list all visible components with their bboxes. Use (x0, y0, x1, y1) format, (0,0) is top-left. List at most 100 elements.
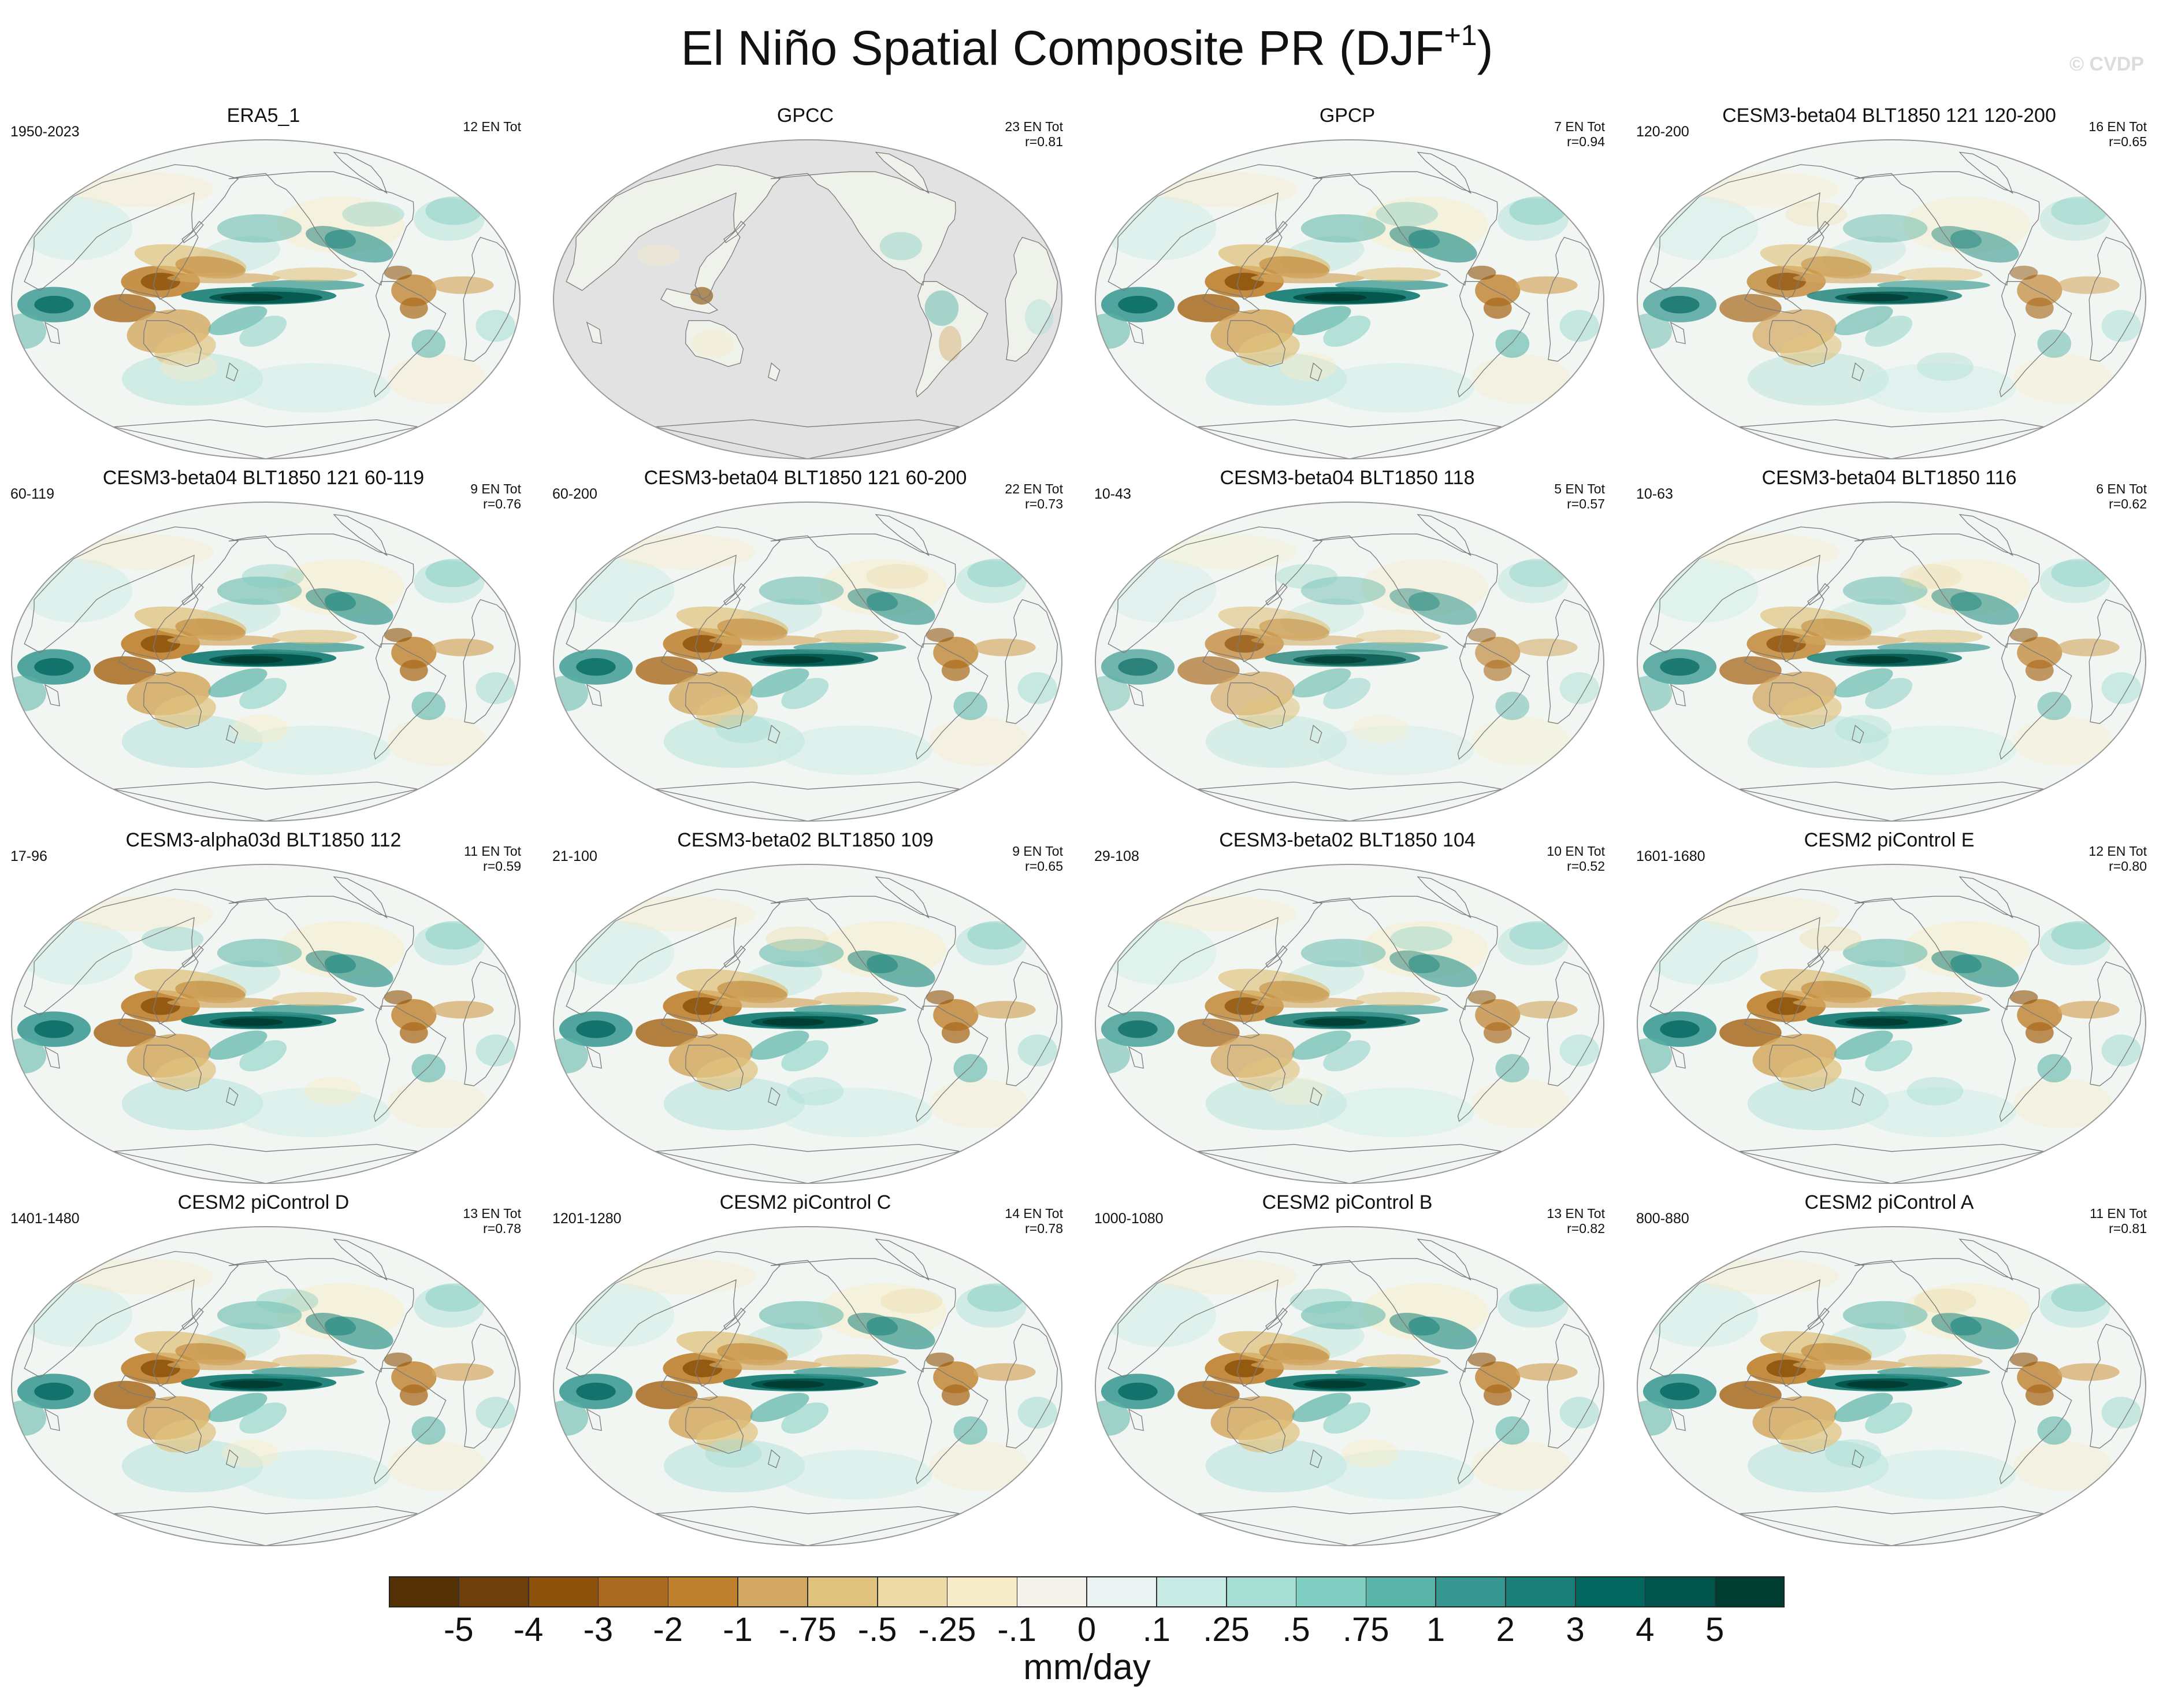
colorbar-tick-label: -4 (513, 1611, 544, 1648)
precip-anomaly (2025, 659, 2054, 681)
precip-anomaly (1931, 950, 1982, 974)
coastline-greenland (1959, 876, 2013, 919)
precip-anomaly (1846, 1380, 1909, 1388)
precip-anomaly (1270, 1077, 1327, 1105)
precip-anomaly (561, 559, 675, 623)
precip-anomaly (425, 559, 482, 588)
coastline-maritime-continent (660, 1012, 719, 1039)
panel-correlation: r=0.59 (483, 859, 521, 874)
precip-anomaly (1356, 629, 1441, 644)
precip-anomaly (387, 716, 487, 766)
coastline-new-zealand (226, 725, 239, 744)
colorbar-tick-label: 0 (1077, 1611, 1097, 1648)
precip-anomaly (750, 1393, 809, 1423)
robinson-map (1637, 1226, 2146, 1546)
precip-anomaly (220, 294, 283, 302)
precip-anomaly (1467, 990, 1496, 1005)
coastline-australia (1227, 320, 1286, 367)
precip-anomaly (222, 1439, 279, 1468)
map-border (11, 864, 521, 1184)
robinson-map (1637, 864, 2146, 1184)
colorbar-tick-label: -.1 (997, 1611, 1037, 1648)
precip-anomaly (1300, 938, 1386, 967)
precip-anomaly (1780, 1419, 1842, 1453)
coastline-greenland (1417, 1238, 1471, 1281)
precip-anomaly (1865, 1402, 1913, 1434)
coastline-greenland (333, 514, 388, 556)
precip-anomaly (251, 280, 365, 291)
coastline-greenland (1959, 1238, 2013, 1281)
precip-anomaly (2009, 990, 2038, 1005)
precip-anomaly (1318, 725, 1474, 775)
panel-years: 800-880 (1636, 1211, 1689, 1227)
precip-anomaly (1408, 954, 1477, 987)
precip-anomaly (1780, 695, 1842, 728)
precip-anomaly (475, 672, 515, 704)
precip-anomaly (475, 1397, 515, 1429)
precip-anomaly (239, 678, 287, 710)
panel-event-count: 16 EN Tot (2088, 119, 2147, 134)
precip-anomaly (1877, 1004, 1990, 1015)
precip-anomaly (1467, 265, 1496, 280)
coastline-africa (1547, 1323, 1600, 1449)
coastline-greenland (1959, 151, 2013, 194)
map-panel: CESM2 piControl A 800-880 11 EN Tot r=0.81 (1626, 1190, 2153, 1554)
precip-anomaly (1205, 1077, 1347, 1130)
precip-anomaly (1860, 1450, 2016, 1500)
coastline-new-zealand (1310, 725, 1322, 744)
precip-anomaly (1292, 1030, 1351, 1060)
coastline-madagascar (586, 321, 602, 344)
precip-anomaly (1497, 923, 1569, 966)
precip-anomaly (94, 294, 156, 322)
precip-anomaly (1719, 1380, 1782, 1409)
robinson-map (1637, 139, 2146, 459)
map-panel: CESM3-beta02 BLT1850 104 29-108 10 EN Tot r… (1084, 827, 1611, 1191)
precip-anomaly (1931, 588, 1982, 611)
precip-anomaly (561, 1283, 675, 1347)
precip-anomaly (1177, 294, 1240, 322)
coastline-south-america (1457, 281, 1530, 398)
precip-anomaly (1785, 202, 1848, 227)
panel-title: GPCC (776, 105, 834, 127)
precip-anomaly (154, 1419, 216, 1453)
precip-anomaly (1719, 294, 1782, 322)
panel-years: 10-43 (1094, 486, 1131, 502)
map-border (1637, 1226, 2146, 1546)
panel-correlation: r=0.80 (2109, 859, 2147, 874)
precip-anomaly (1766, 997, 1806, 1015)
precip-anomaly (1515, 1001, 1578, 1019)
precip-anomaly (140, 1360, 180, 1377)
precip-anomaly (1341, 1439, 1399, 1468)
precip-anomaly (1877, 642, 1990, 653)
coastline-greenland (1959, 514, 2013, 556)
precip-anomaly (1509, 1283, 1566, 1312)
coastline-south-america (373, 1368, 447, 1484)
panel-event-count: 6 EN Tot (2096, 481, 2147, 496)
panel-years: 60-119 (10, 486, 54, 502)
precip-anomaly (1914, 1289, 1976, 1314)
precip-anomaly (387, 1079, 487, 1128)
precip-anomaly (239, 1402, 287, 1434)
precip-anomaly (1515, 276, 1578, 294)
coastline-new-zealand (1852, 362, 1864, 381)
precip-anomaly (241, 564, 304, 589)
precip-anomaly (1389, 1313, 1440, 1336)
colorbar (389, 1576, 1785, 1607)
coastline-north-america (228, 1258, 414, 1373)
land-new-zealand (768, 363, 780, 381)
precip-anomaly (1467, 1352, 1496, 1367)
panel-years: 10-63 (1636, 486, 1673, 502)
precip-anomaly (781, 1040, 829, 1072)
precip-anomaly (1205, 352, 1347, 406)
precip-anomaly (880, 1289, 943, 1314)
panel-years: 60-200 (552, 486, 597, 502)
precip-anomaly (19, 1283, 133, 1347)
colorbar-box (1436, 1576, 1506, 1607)
panel-stats: 7 EN Tot r=0.94 (1554, 119, 1605, 149)
coastline-new-zealand (768, 1087, 781, 1106)
precip-anomaly (34, 1020, 74, 1038)
precip-anomaly (256, 1289, 318, 1314)
coastline-north-america (228, 533, 414, 648)
coastline-australia (143, 320, 202, 367)
coastline-north-america (770, 1258, 956, 1373)
